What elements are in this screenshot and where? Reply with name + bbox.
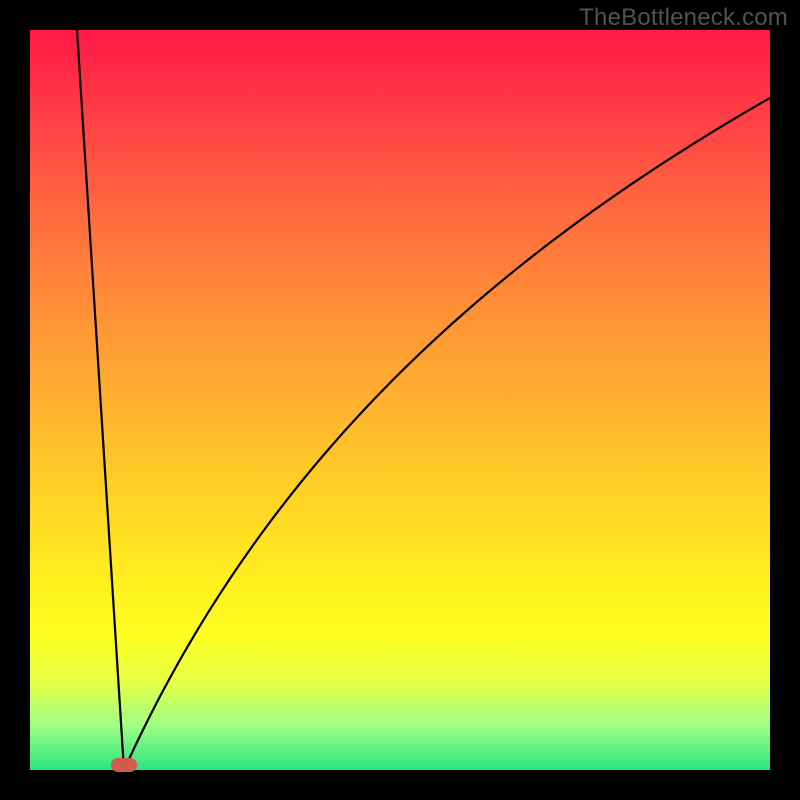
vertex-marker: [111, 758, 137, 772]
curve-left: [77, 30, 124, 770]
chart-root: TheBottleneck.com: [0, 0, 800, 800]
curve-right: [124, 98, 770, 770]
curve-layer: [30, 30, 770, 770]
plot-area: [30, 30, 770, 770]
watermark-text: TheBottleneck.com: [579, 4, 788, 32]
